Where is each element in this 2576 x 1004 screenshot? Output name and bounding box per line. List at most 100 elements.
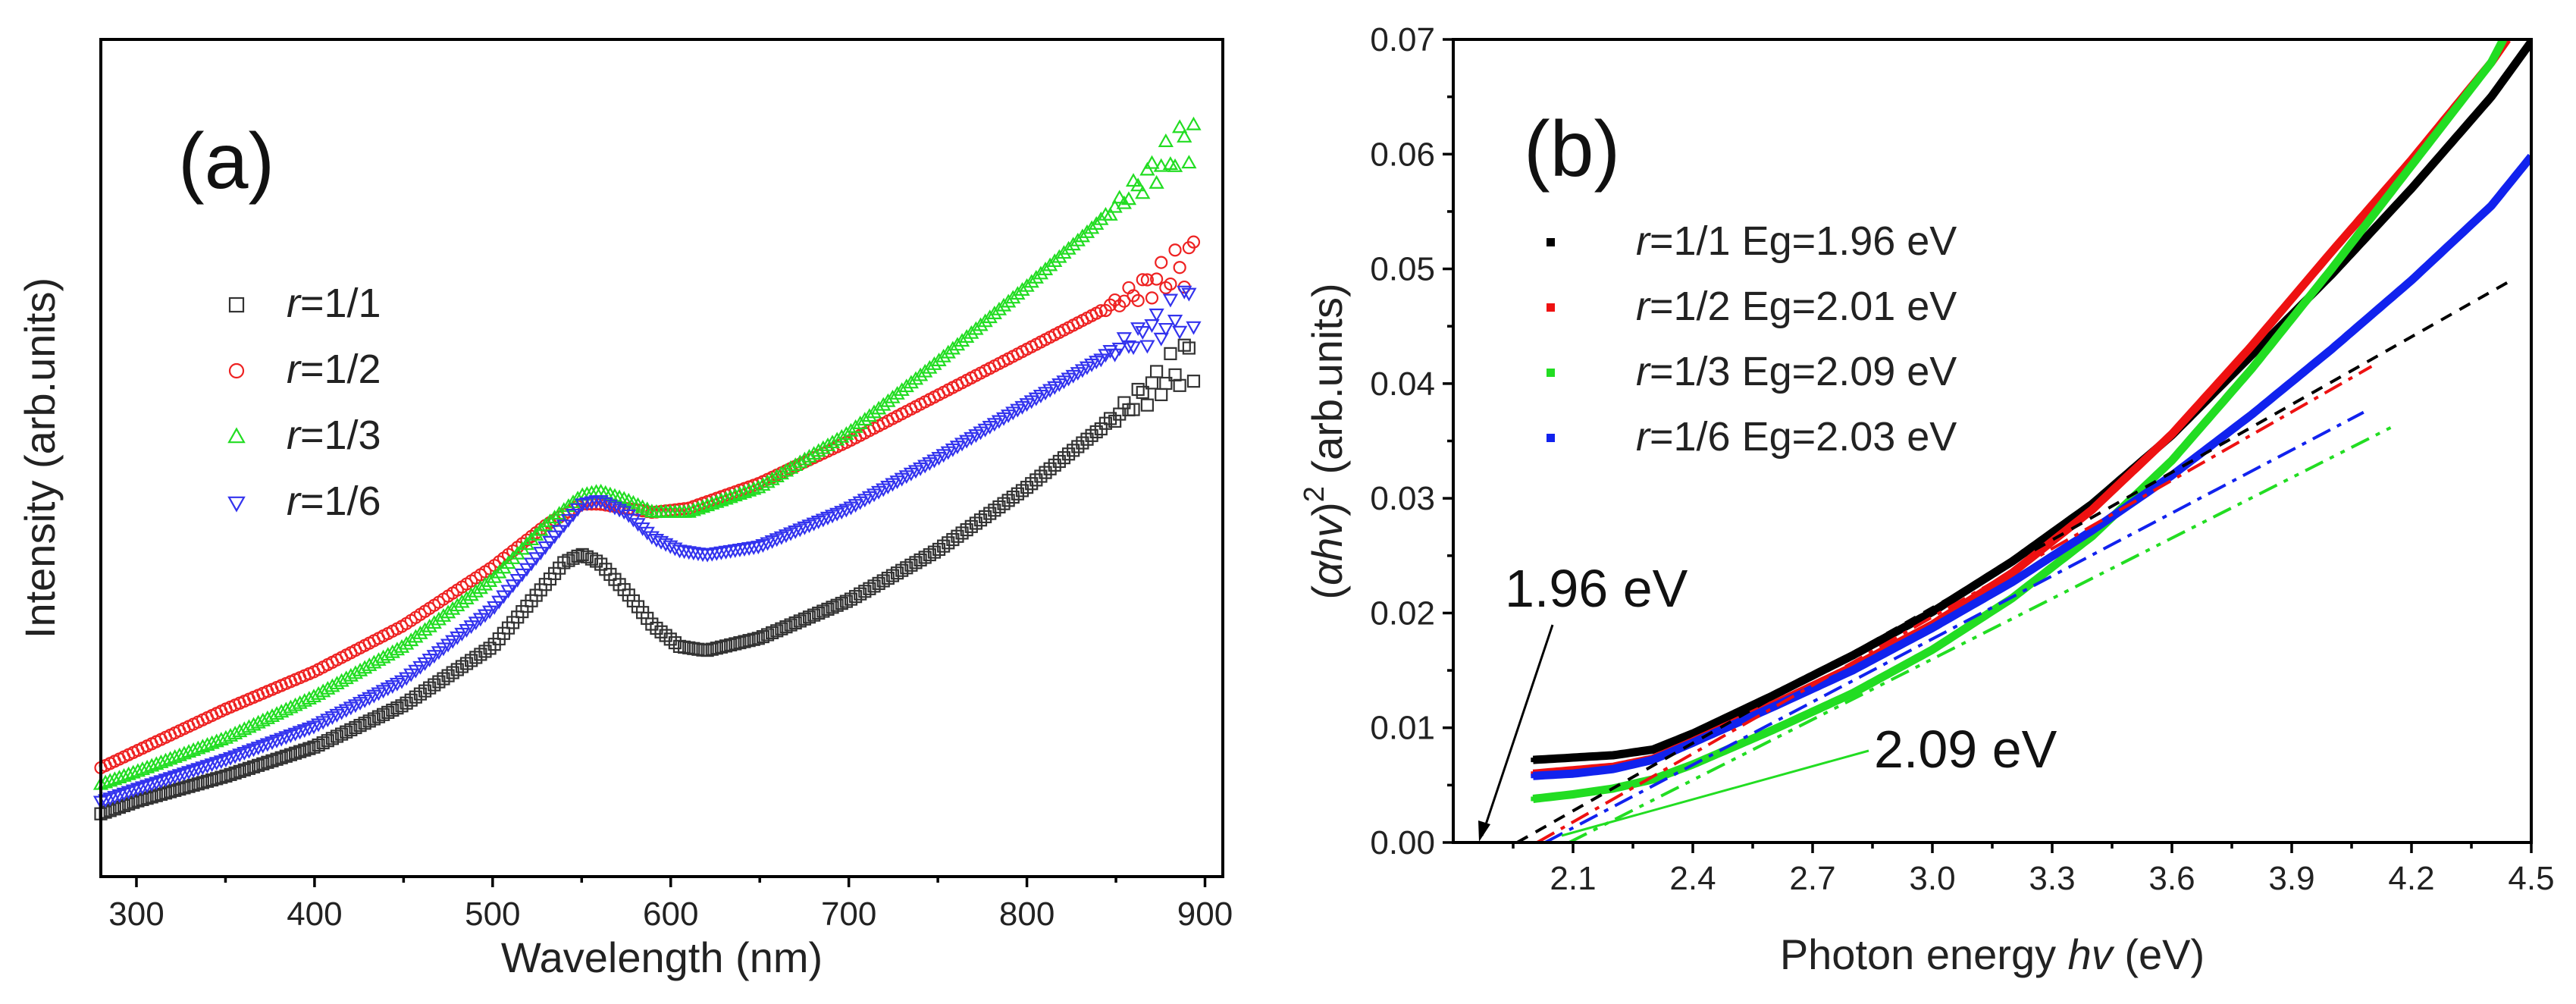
panel-b-series-4-point (1671, 748, 1676, 754)
panel-a-series-4-point (519, 563, 535, 577)
panel-a-series-1-point (1015, 484, 1029, 497)
panel-a-series-1-point (1155, 387, 1168, 402)
panel-a-series-3-point (542, 513, 558, 528)
panel-a-series-3-point (1056, 245, 1072, 259)
panel-a-series-1-point (788, 616, 802, 630)
panel-b-series-3-point (2057, 558, 2063, 563)
panel-b-series-4-point (1926, 627, 1931, 632)
panel-a-series-1-point (210, 772, 224, 786)
panel-a-series-1-point (270, 752, 284, 766)
panel-b-series-3-point (1803, 712, 1808, 717)
panel-b-series-4-point (1750, 714, 1755, 719)
panel-b-series-4-point (2154, 483, 2159, 488)
panel-b-series-4-point (2427, 262, 2432, 267)
panel-b-series-1-point (1671, 739, 1676, 744)
panel-a-series-3-point (1153, 158, 1169, 172)
panel-b-series-1-point (1785, 686, 1791, 691)
panel-a-series-3-point (1083, 220, 1100, 234)
panel-b-series-4-point (2145, 489, 2151, 494)
panel-a-series-1-point (969, 516, 983, 530)
panel-b-series-4-point (2452, 237, 2458, 242)
panel-a-series-1-point (793, 614, 807, 628)
panel-a-series-3-point (393, 638, 410, 653)
panel-a-series-1-point (284, 748, 298, 761)
panel-b-series-4-point (2391, 293, 2396, 298)
panel-a-series-4-point (1149, 308, 1164, 322)
panel-a-series-4-point (533, 547, 549, 561)
panel-a-series-1-point (344, 723, 358, 736)
panel-a-series-1-point (158, 786, 173, 800)
panel-a-series-3-point (982, 309, 998, 324)
panel-b-series-4-point (2216, 438, 2221, 443)
panel-b-series-4-point (2515, 171, 2520, 177)
panel-b-series-1-point (1891, 631, 1896, 636)
panel-a-series-3-point (852, 416, 868, 429)
panel-b-series-3-point (2374, 209, 2379, 214)
panel-b-series-1-point (1776, 690, 1782, 695)
panel-b-series-3-point (2303, 298, 2308, 303)
panel-b-series-1-point (1697, 727, 1703, 733)
panel-b-series-3-point (1653, 776, 1659, 781)
panel-a-series-3-point (1167, 158, 1183, 172)
panel-a-series-3-point (167, 749, 183, 764)
panel-a-series-4-point (1102, 345, 1118, 359)
panel-a-series-1-point (650, 621, 663, 635)
panel-b-series-4-point (2101, 519, 2107, 525)
panel-a-series-1-point (312, 738, 325, 752)
panel-b-series-3-point (1583, 790, 1588, 795)
panel-b-x-tick-label: 4.2 (2388, 860, 2434, 897)
panel-a-series-3-point (838, 426, 854, 440)
panel-b-y-axis-title-suffix: (arb.units) (1303, 283, 1351, 486)
panel-b-series-1-point (1935, 606, 1940, 611)
panel-b-series-3-point (2400, 174, 2405, 180)
panel-a-series-3-point (1135, 185, 1151, 199)
panel-b-series-4-fit-line (1544, 410, 2364, 842)
panel-a-series-1-point (719, 639, 733, 653)
panel-a-series-4-point (487, 601, 503, 615)
panel-a-series-3-point (408, 629, 424, 643)
panel-a-series-3-point (537, 517, 553, 532)
panel-b-series-2-point (2189, 409, 2195, 415)
panel-a-series-1-point (710, 642, 723, 655)
panel-a-series-1-point (1039, 466, 1052, 479)
panel-a-series-1-point (381, 705, 395, 719)
panel-a-series-3-point (986, 305, 1002, 319)
panel-a-series-1-point (330, 729, 344, 743)
panel-b-series-1-point (2023, 550, 2028, 555)
panel-b-series-1-point (2040, 537, 2045, 542)
panel-a-series-3-point (727, 488, 743, 502)
panel-a-series-3-point (907, 371, 924, 385)
panel-a-series-3-point (1116, 195, 1132, 209)
panel-a-series-4-point (1186, 321, 1202, 335)
panel-a-series-4-point (1181, 287, 1197, 302)
panel-b-series-1-point (1882, 635, 1887, 641)
panel-a-series-4-point (528, 552, 544, 566)
panel-a-series-1-point (233, 764, 246, 778)
panel-a-series-1-point (960, 523, 973, 537)
panel-b-series-1-point (1688, 732, 1694, 737)
panel-a-series-1-point (946, 532, 960, 547)
panel-b-series-4-point (1935, 623, 1940, 628)
panel-b-series-3-point (1557, 793, 1562, 798)
panel-b-series-2-point (2180, 419, 2186, 425)
panel-b-series-1-point (1741, 707, 1747, 712)
panel-b-series-1-point (1768, 694, 1773, 699)
panel-a-series-1-point (293, 745, 307, 758)
panel-b-series-4-point (2136, 495, 2142, 500)
annotation-2-09-ev: 2.09 eV (1874, 720, 2057, 779)
panel-b-series-3-point (2172, 455, 2177, 460)
panel-b-series-3-point (1908, 659, 1913, 664)
panel-b-series-4-point (2172, 471, 2177, 476)
panel-b-series-4-point (1829, 677, 1835, 682)
panel-b-series-3-point (2330, 265, 2335, 271)
panel-a-series-3-point (848, 419, 863, 433)
panel-a-series-2-point (1113, 299, 1127, 312)
panel-b-series-4-point (1856, 665, 1861, 670)
panel-b-series-1-curve (1532, 39, 2531, 764)
panel-b-series-1-point (2224, 377, 2230, 382)
panel-b-series-3-point (2356, 231, 2361, 237)
panel-b-series-4-point (2496, 193, 2502, 199)
panel-a-series-3-point (1010, 286, 1026, 300)
panel-a-series-3-point (935, 348, 951, 362)
panel-a-series-1-point (580, 550, 594, 563)
